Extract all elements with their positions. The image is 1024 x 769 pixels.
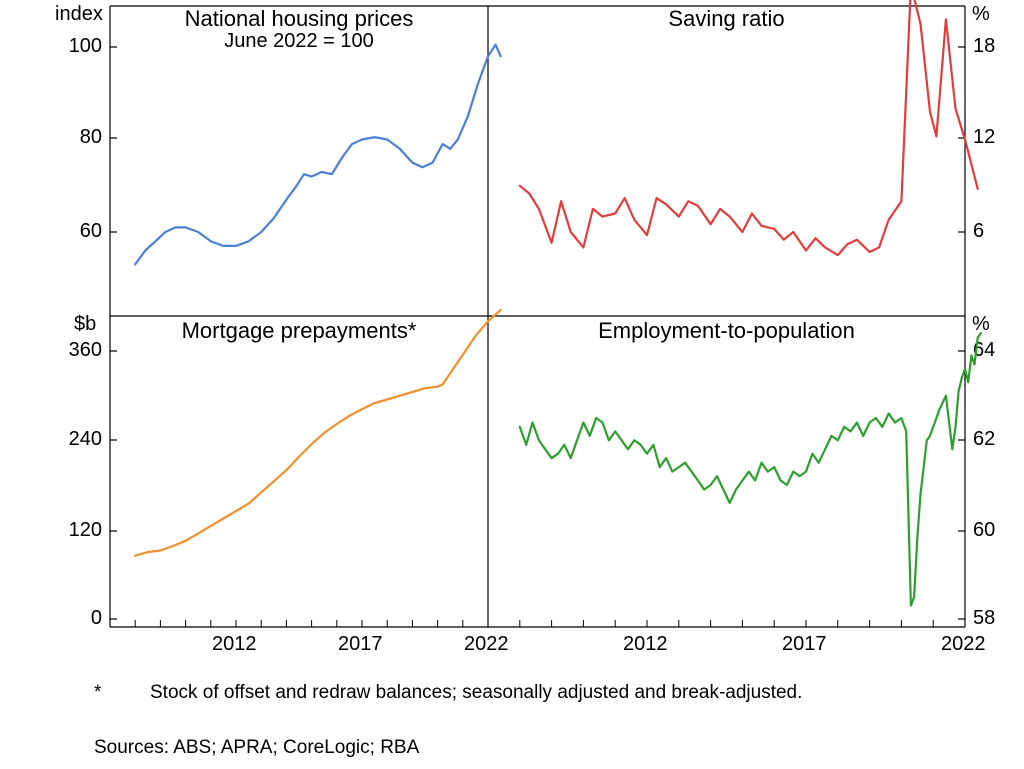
chart-page: index % $b % National housing prices Jun… <box>0 0 1024 769</box>
series-line <box>520 333 981 605</box>
footnote-marker: * <box>94 680 101 706</box>
footnote-text: Stock of offset and redraw balances; sea… <box>150 680 810 706</box>
sources-text: Sources: ABS; APRA; CoreLogic; RBA <box>94 737 419 759</box>
series-line <box>135 310 500 556</box>
series-line <box>135 45 500 265</box>
series-line <box>520 0 978 255</box>
chart-svg <box>0 0 1024 700</box>
